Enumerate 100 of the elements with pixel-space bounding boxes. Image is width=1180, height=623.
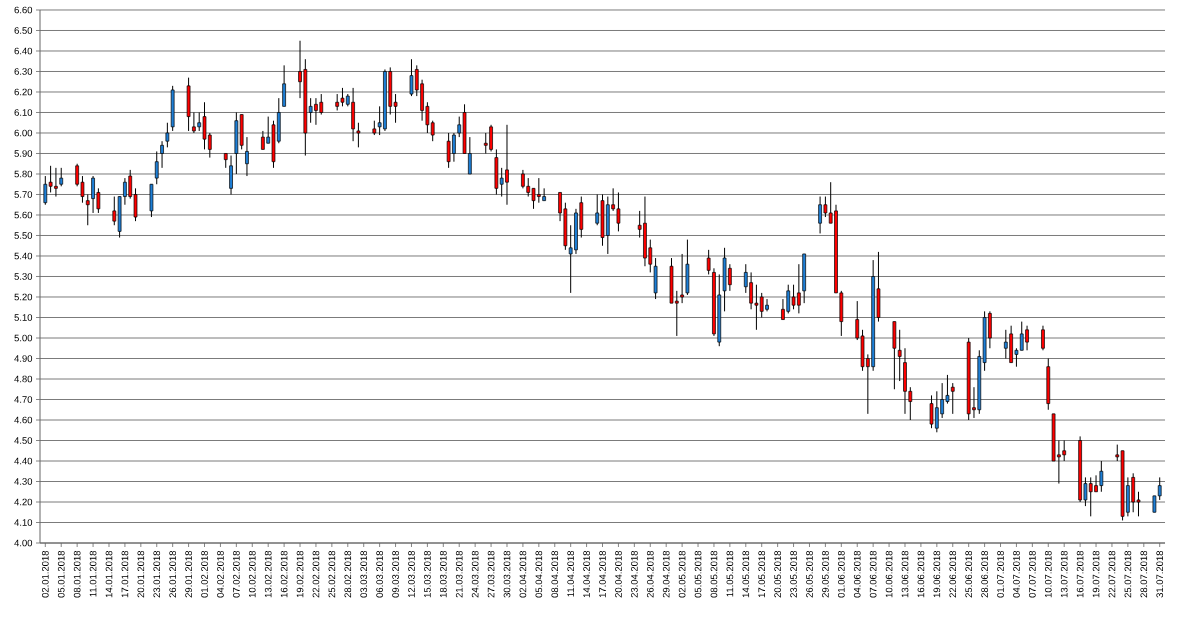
x-tick-label: 04.02.2018 <box>217 550 224 598</box>
y-tick-label: 4.10 <box>14 519 33 526</box>
candlestick <box>282 64 286 107</box>
y-tick-label: 5.30 <box>14 273 33 280</box>
x-tick-label: 26.04.2018 <box>646 550 654 598</box>
x-tick-label: 20.04.2018 <box>615 550 622 598</box>
x-tick-label: 25.06.2018 <box>965 550 973 598</box>
x-tick-label: 17.01.2018 <box>121 550 129 598</box>
y-tick-label: 5.60 <box>14 211 33 219</box>
y-tick-label: 5.80 <box>14 170 33 178</box>
x-tick-label: 11.04.2018 <box>567 550 575 597</box>
candlestick <box>1041 325 1045 351</box>
y-tick-label: 4.30 <box>14 478 33 485</box>
y-tick-label: 6.30 <box>14 68 33 75</box>
x-tick-label: 15.03.2018 <box>424 550 431 598</box>
x-tick-label: 08.04.2018 <box>551 550 559 598</box>
x-tick-label: 20.01.2018 <box>137 550 145 598</box>
y-tick-label: 5.50 <box>14 232 33 239</box>
x-tick-label: 07.07.2018 <box>1029 550 1036 598</box>
y-tick-label: 6.10 <box>14 109 33 116</box>
x-tick-label: 17.05.2018 <box>758 550 766 598</box>
x-tick-label: 20.05.2018 <box>774 550 781 598</box>
candlestick <box>165 122 170 148</box>
x-tick-label: 08.01.2018 <box>73 550 81 598</box>
x-tick-label: 05.05.2018 <box>694 550 702 598</box>
y-tick-label: 5.00 <box>14 334 33 342</box>
x-tick-label: 18.03.2018 <box>439 550 447 598</box>
candlestick <box>245 136 249 177</box>
x-tick-label: 23.01.2018 <box>153 550 161 598</box>
x-tick-label: 01.06.2018 <box>837 550 845 598</box>
x-tick-label: 07.02.2018 <box>233 550 240 598</box>
x-tick-label: 10.06.2018 <box>885 550 893 598</box>
x-tick-label: 23.05.2018 <box>790 550 797 598</box>
x-tick-label: 01.02.2018 <box>201 550 208 598</box>
y-tick-label: 4.80 <box>14 375 33 383</box>
y-tick-label: 5.10 <box>14 314 33 321</box>
x-tick-label: 24.03.2018 <box>471 550 479 598</box>
x-tick-label: 10.02.2018 <box>248 550 256 598</box>
candlestick <box>160 140 164 169</box>
y-tick-label: 4.90 <box>14 355 33 362</box>
x-tick-label: 12.03.2018 <box>408 550 415 598</box>
x-tick-label: 01.07.2018 <box>997 550 1004 598</box>
x-tick-label: 19.06.2018 <box>933 550 941 598</box>
x-tick-label: 05.04.2018 <box>535 550 543 598</box>
y-tick-label: 6.50 <box>14 27 33 34</box>
x-tick-label: 27.03.2018 <box>487 550 495 598</box>
x-tick-label: 13.07.2018 <box>1060 550 1068 598</box>
candlestick <box>154 150 159 185</box>
x-tick-label: 22.06.2018 <box>949 550 957 598</box>
x-tick-label: 28.06.2018 <box>981 550 988 598</box>
x-tick-label: 19.02.2018 <box>296 550 304 598</box>
x-tick-label: 23.04.2018 <box>631 550 638 598</box>
x-tick-label: 04.06.2018 <box>853 550 861 598</box>
x-tick-label: 26.01.2018 <box>169 550 177 598</box>
x-tick-label: 02.05.2018 <box>678 550 686 598</box>
y-tick-label: 4.20 <box>14 498 33 506</box>
x-tick-label: 16.06.2018 <box>917 550 925 598</box>
x-tick-label: 26.05.2018 <box>806 550 813 598</box>
x-tick-label: 22.07.2018 <box>1108 550 1116 598</box>
candlestick <box>356 122 361 148</box>
x-tick-label: 25.07.2018 <box>1124 550 1132 598</box>
y-tick-label: 4.70 <box>14 396 33 403</box>
candlestick <box>85 194 90 226</box>
x-tick-label: 16.02.2018 <box>280 550 288 598</box>
x-tick-label: 02.01.2018 <box>41 550 49 598</box>
x-tick-label: 22.02.2018 <box>312 550 320 598</box>
x-tick-label: 02.04.2018 <box>519 550 527 598</box>
x-tick-label: 11.01.2018 <box>89 550 97 597</box>
y-tick-label: 6.40 <box>14 47 33 55</box>
x-tick-label: 06.03.2018 <box>376 550 383 598</box>
x-tick-label: 07.06.2018 <box>869 550 877 598</box>
x-tick-label: 10.07.2018 <box>1044 550 1052 598</box>
y-tick-label: 4.50 <box>14 437 33 444</box>
y-tick-label: 5.20 <box>14 293 33 301</box>
x-tick-label: 31.07.2018 <box>1156 550 1164 598</box>
y-tick-label: 5.90 <box>14 150 33 157</box>
x-tick-label: 05.01.2018 <box>57 550 65 598</box>
candlestick <box>680 253 684 304</box>
y-tick-label: 5.70 <box>14 191 33 198</box>
x-tick-label: 21.03.2018 <box>455 550 463 598</box>
candlestick <box>229 155 233 195</box>
x-tick-label: 29.05.2018 <box>822 550 829 598</box>
x-tick-label: 11.05.2018 <box>726 550 734 597</box>
x-tick-label: 09.03.2018 <box>392 550 399 598</box>
x-tick-label: 14.05.2018 <box>742 550 750 598</box>
x-tick-label: 14.01.2018 <box>105 550 113 598</box>
x-tick-label: 08.05.2018 <box>710 550 718 598</box>
x-tick-label: 16.07.2018 <box>1076 550 1084 598</box>
x-tick-label: 19.07.2018 <box>1092 550 1100 598</box>
x-tick-label: 28.07.2018 <box>1140 550 1148 598</box>
x-tick-label: 29.04.2018 <box>662 550 670 598</box>
x-tick-label: 28.02.2018 <box>344 550 352 598</box>
x-tick-label: 29.01.2018 <box>185 550 192 598</box>
y-tick-label: 4.60 <box>14 416 33 424</box>
y-tick-label: 6.20 <box>14 88 33 96</box>
x-tick-label: 14.04.2018 <box>583 550 590 598</box>
x-tick-label: 13.06.2018 <box>901 550 909 598</box>
y-tick-label: 4.40 <box>14 457 33 465</box>
x-tick-label: 25.02.2018 <box>328 550 336 598</box>
y-tick-label: 4.00 <box>14 539 33 547</box>
